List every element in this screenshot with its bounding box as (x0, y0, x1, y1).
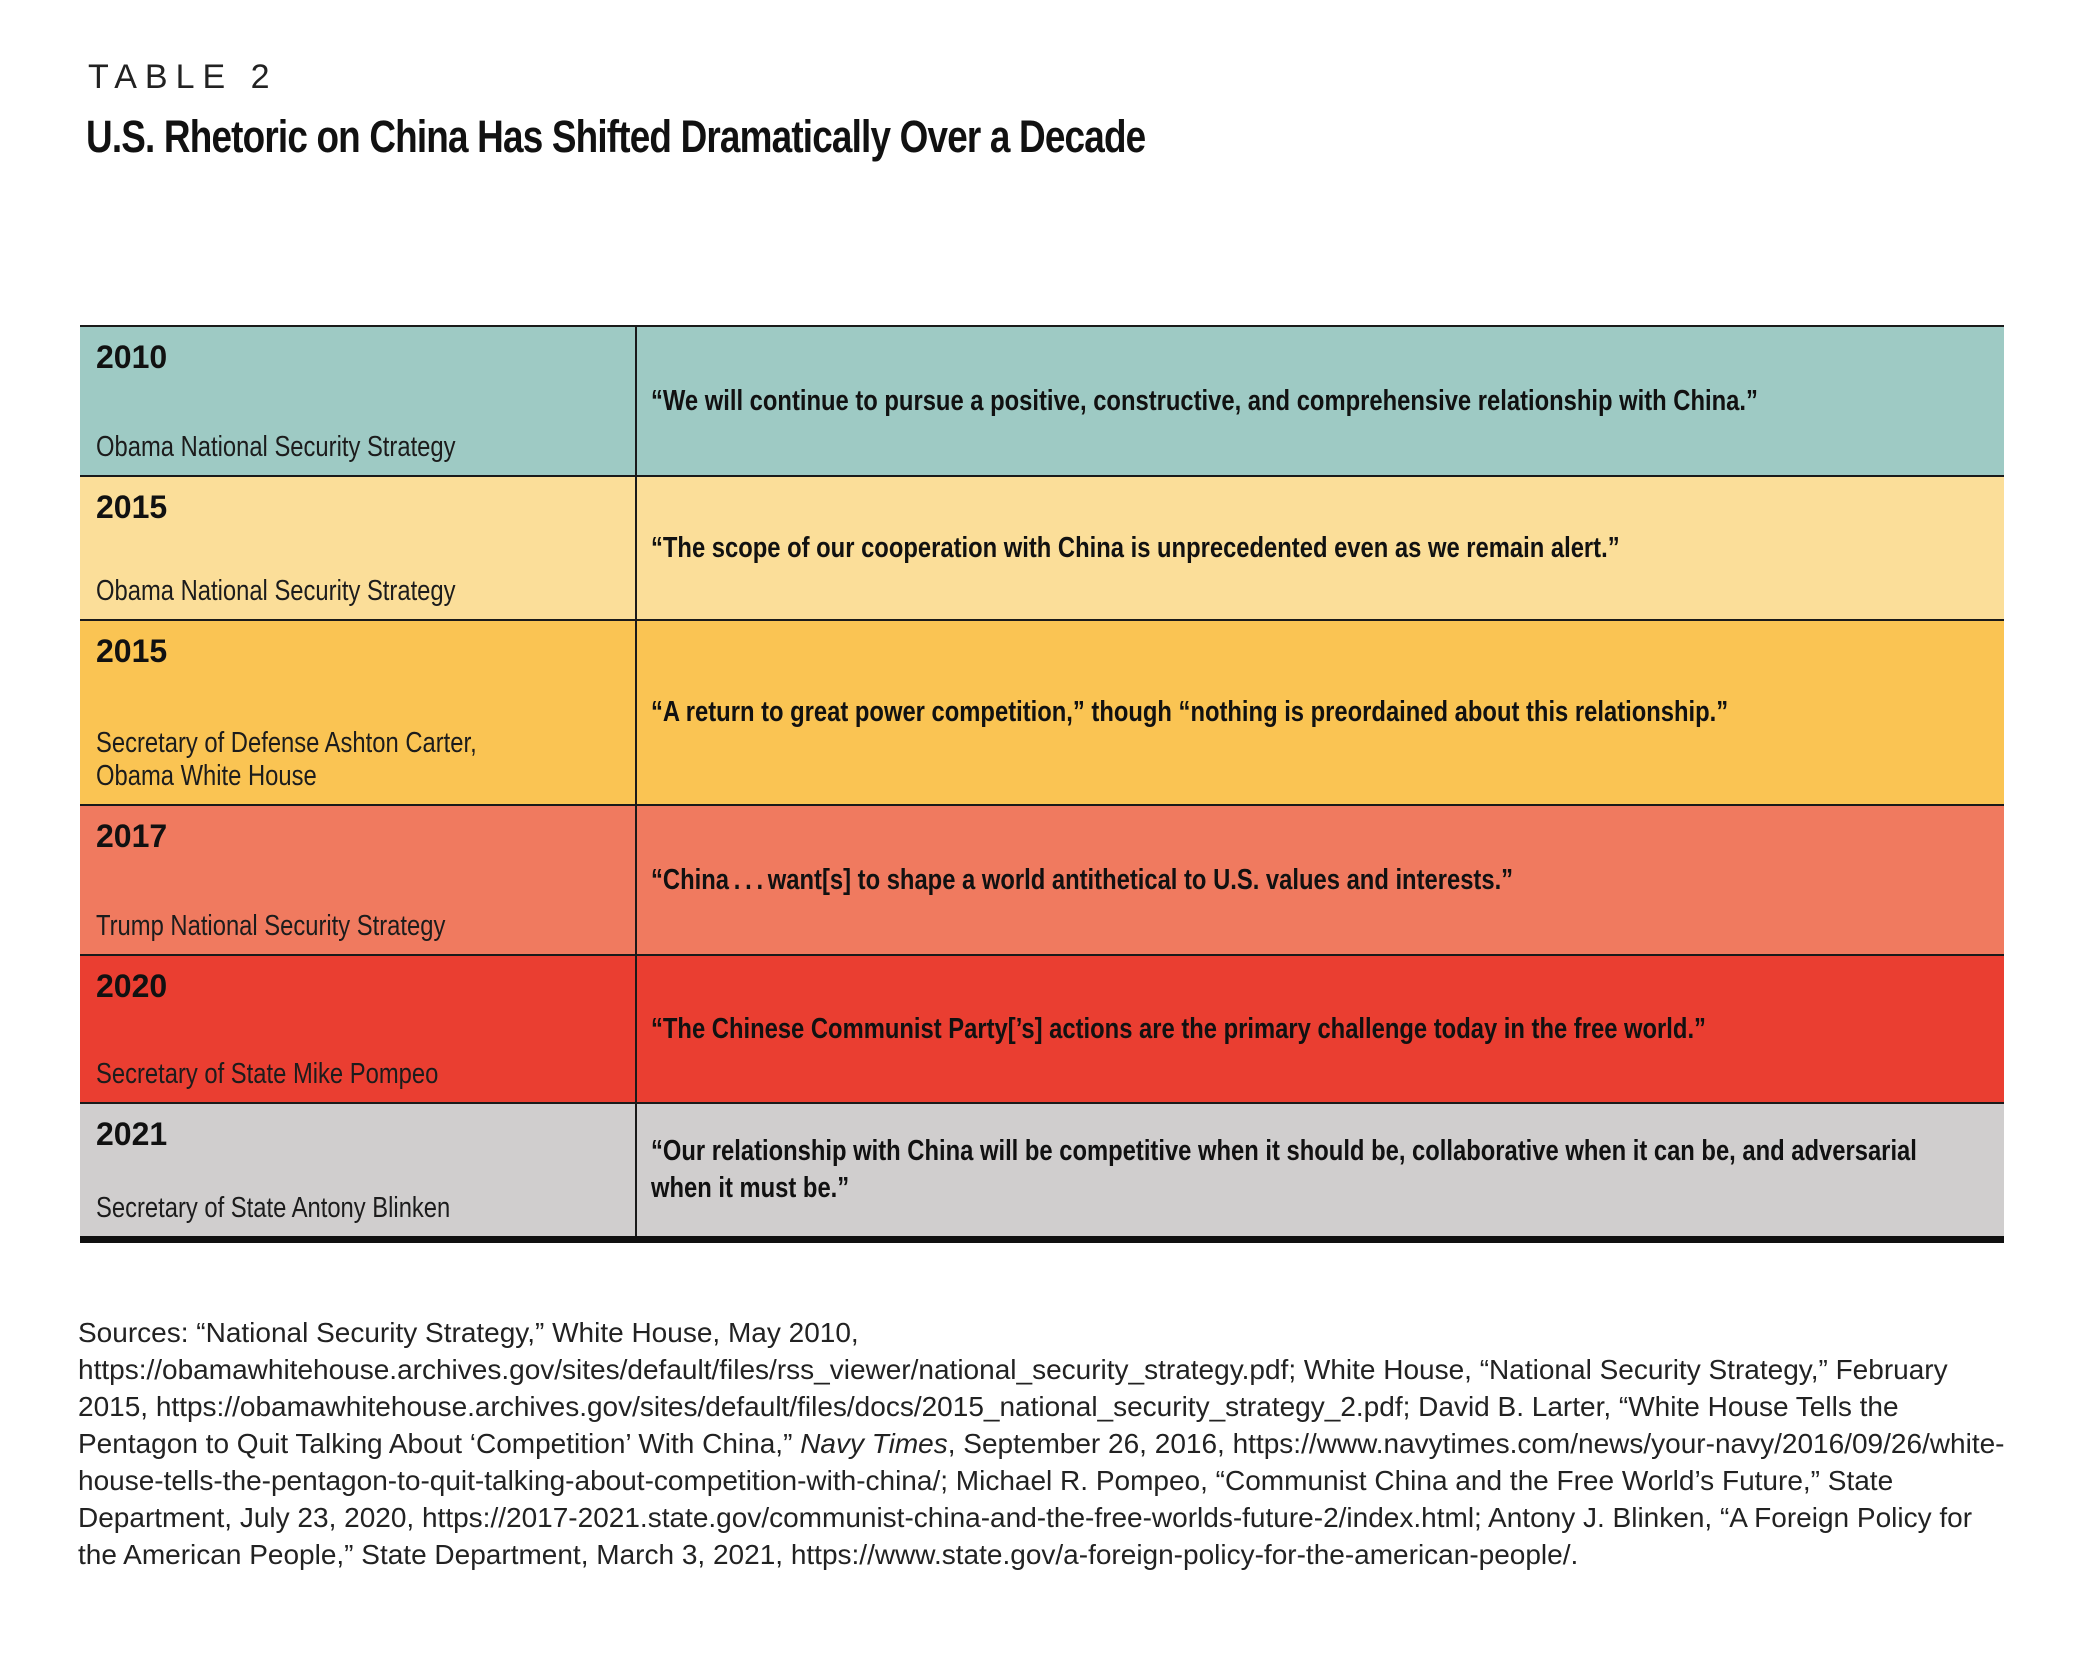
quote-text: “The Chinese Communist Party[’s] actions… (651, 1012, 1706, 1045)
source-cell: 2010 Obama National Security Strategy (80, 327, 637, 475)
source-label: Secretary of State Mike Pompeo (96, 1057, 439, 1090)
source-label: Secretary of State Antony Blinken (96, 1191, 451, 1224)
source-label: Secretary of Defense Ashton Carter, Obam… (96, 727, 477, 792)
quote-cell: “We will continue to pursue a positive, … (637, 327, 2004, 475)
year-label: 2010 (96, 339, 168, 375)
table-row-2015-carter: 2015 Secretary of Defense Ashton Carter,… (80, 619, 2004, 804)
quote-text: “Our relationship with China will be com… (651, 1135, 1917, 1204)
table-kicker: TABLE 2 (88, 58, 278, 96)
year-label: 2015 (96, 633, 168, 669)
year-label: 2020 (96, 968, 168, 1004)
quote-cell: “A return to great power competition,” t… (637, 621, 2004, 804)
source-label: Trump National Security Strategy (96, 909, 446, 942)
year-label: 2017 (96, 818, 168, 854)
sources-note: Sources: “National Security Strategy,” W… (78, 1317, 2005, 1570)
quote-cell: “Our relationship with China will be com… (637, 1104, 2004, 1236)
source-cell: 2015 Secretary of Defense Ashton Carter,… (80, 621, 637, 804)
source-cell: 2017 Trump National Security Strategy (80, 806, 637, 954)
source-cell: 2021 Secretary of State Antony Blinken (80, 1104, 637, 1236)
table-title: U.S. Rhetoric on China Has Shifted Drama… (86, 111, 1986, 163)
quote-text: “China . . . want[s] to shape a world an… (651, 863, 1514, 896)
quote-text: “A return to great power competition,” t… (651, 696, 1729, 729)
table-row-2020: 2020 Secretary of State Mike Pompeo “The… (80, 954, 2004, 1102)
quote-text: “We will continue to pursue a positive, … (651, 384, 1758, 417)
year-label: 2021 (96, 1116, 168, 1152)
source-cell: 2015 Obama National Security Strategy (80, 477, 637, 619)
document-page: TABLE 2 U.S. Rhetoric on China Has Shift… (0, 58, 2084, 1654)
source-label: Obama National Security Strategy (96, 574, 456, 607)
table-row-2021: 2021 Secretary of State Antony Blinken “… (80, 1102, 2004, 1236)
table-row-2017: 2017 Trump National Security Strategy “C… (80, 804, 2004, 954)
year-label: 2015 (96, 489, 168, 525)
quote-cell: “The Chinese Communist Party[’s] actions… (637, 956, 2004, 1102)
table-row-2010: 2010 Obama National Security Strategy “W… (80, 327, 2004, 475)
quote-cell: “The scope of our cooperation with China… (637, 477, 2004, 619)
source-cell: 2020 Secretary of State Mike Pompeo (80, 956, 637, 1102)
quote-cell: “China . . . want[s] to shape a world an… (637, 806, 2004, 954)
rhetoric-table: 2010 Obama National Security Strategy “W… (80, 325, 2004, 1243)
quote-text: “The scope of our cooperation with China… (651, 531, 1620, 564)
source-label: Obama National Security Strategy (96, 430, 456, 463)
table-row-2015-nss: 2015 Obama National Security Strategy “T… (80, 475, 2004, 619)
table-title-text: U.S. Rhetoric on China Has Shifted Drama… (86, 111, 1146, 162)
